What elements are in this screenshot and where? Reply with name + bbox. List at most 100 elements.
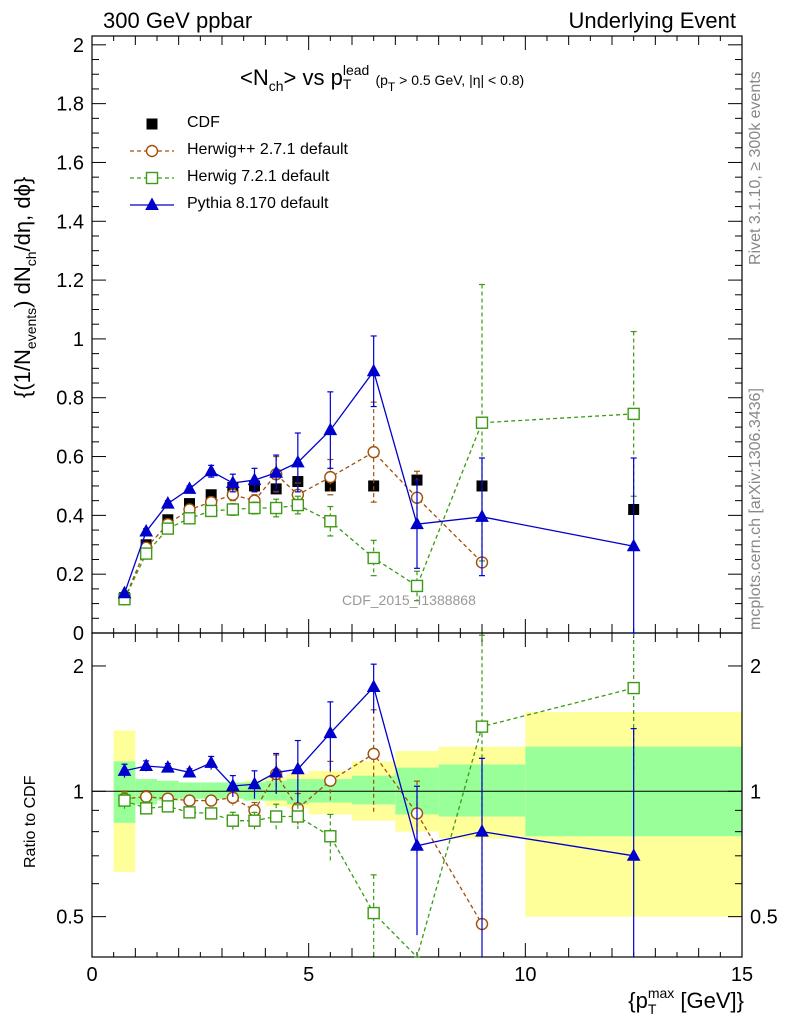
pythia-point xyxy=(366,363,381,377)
pythia-point xyxy=(410,516,424,530)
herwig7-ratio-point xyxy=(269,810,283,823)
xlabel-part: [GeV]} xyxy=(674,988,744,1013)
legend-label-herwig7: Herwig 7.2.1 default xyxy=(187,168,330,185)
mcplots-note: mcplots.cern.ch [arXiv:1306.3436] xyxy=(747,388,764,630)
pythia-point xyxy=(323,422,338,436)
herwig7-point xyxy=(269,501,283,515)
pythia-ratio-point xyxy=(247,776,262,790)
herwig7-point xyxy=(161,522,175,535)
herwigpp-point xyxy=(367,445,380,459)
pythia-ratio-point xyxy=(117,763,132,776)
pythia-point xyxy=(117,585,132,599)
herwig7-ratio-point xyxy=(627,681,640,695)
herwig7-point xyxy=(367,551,380,565)
herwig7-point xyxy=(183,512,196,525)
herwigpp-ratio-point xyxy=(139,790,153,804)
herwig7-ratio-point xyxy=(291,810,305,823)
ratio-band-inner xyxy=(200,782,222,799)
pythia-point xyxy=(160,496,175,509)
legend-marker-herwig7 xyxy=(145,171,159,185)
analysis-watermark: CDF_2015_I1388868 xyxy=(342,592,476,608)
herwig7-ratio-point xyxy=(161,800,175,813)
pythia-point xyxy=(182,481,197,494)
herwigpp-line xyxy=(123,451,483,600)
herwig7-ratio-point xyxy=(204,807,218,820)
ratio-tick-label: 1 xyxy=(750,781,761,803)
pythia-point xyxy=(290,454,305,468)
title-part: T xyxy=(342,76,352,92)
legend-marker-herwigpp xyxy=(145,144,159,158)
herwigpp-ratio-point xyxy=(204,794,218,807)
herwig7-ratio-point xyxy=(248,814,261,827)
ylabel-part: events xyxy=(23,307,39,350)
y-tick-label: 0.8 xyxy=(56,388,84,410)
herwigpp-point xyxy=(324,470,337,484)
pythia-ratio-point xyxy=(323,725,338,739)
pythia-point xyxy=(225,475,240,489)
herwig7-point xyxy=(248,501,261,515)
legend-marker-pythia xyxy=(145,197,159,210)
x-tick-label: 15 xyxy=(731,964,753,986)
herwig7-point xyxy=(475,416,489,429)
herwig7-point xyxy=(204,504,218,518)
legend-label-cdf: CDF xyxy=(187,114,220,131)
pythia-ratio-point xyxy=(290,761,305,775)
y-tick-label: 1.8 xyxy=(56,94,84,116)
ylabel-part: ch xyxy=(23,251,39,267)
herwig7-point xyxy=(226,503,240,516)
title-part: lead xyxy=(342,62,370,78)
pythia-ratio-point xyxy=(182,764,197,778)
title-part: (p xyxy=(375,72,388,88)
ratio-tick-label: 1 xyxy=(73,781,84,803)
y-tick-label: 1.4 xyxy=(56,211,84,233)
herwig7-ratio-point xyxy=(139,802,153,815)
ratio-tick-label: 2 xyxy=(73,656,84,678)
herwigpp-ratio-point xyxy=(367,747,380,761)
pythia-point xyxy=(269,465,284,478)
pythia-ratio-point xyxy=(626,848,641,861)
herwig7-point xyxy=(291,498,305,512)
y-tick-label: 0.2 xyxy=(56,564,84,586)
herwig7-point xyxy=(410,579,424,593)
pythia-point xyxy=(204,463,219,477)
pythia-point xyxy=(139,523,154,537)
ratio-axis-label: Ratio to CDF xyxy=(22,775,39,868)
herwig7-ratio-point xyxy=(183,806,196,819)
pythia-line xyxy=(123,369,634,594)
herwig7-ratio-point xyxy=(324,830,337,843)
legend-marker-cdf xyxy=(146,118,158,130)
pythia-ratio-point xyxy=(160,760,175,773)
y-axis-label: {(1/Nevents) dNch/dη, dϕ} xyxy=(10,177,39,398)
header-right: Underlying Event xyxy=(568,8,736,33)
ratio-band-inner xyxy=(157,780,179,801)
pythia-ratio-point xyxy=(410,838,424,851)
xlabel-part: T xyxy=(647,1001,657,1017)
rivet-note: Rivet 3.1.10, ≥ 300k events xyxy=(747,71,764,265)
legend-label-herwigpp: Herwig++ 2.7.1 default xyxy=(187,141,348,158)
pythia-ratio-point xyxy=(366,679,381,693)
ratio-tick-label: 2 xyxy=(750,656,761,678)
herwig7-ratio-point xyxy=(475,720,489,733)
herwig7-line xyxy=(123,413,634,600)
pythia-ratio-point xyxy=(475,824,489,837)
title-part: <N xyxy=(240,65,269,90)
chart-title: <Nch> vs plead T (pT > 0.5 GeV, |η| < 0.8… xyxy=(240,62,524,94)
herwig7-point xyxy=(324,515,337,528)
y-tick-label: 0.4 xyxy=(56,505,84,527)
herwig7-ratio-point xyxy=(226,814,240,827)
y-tick-label: 1.2 xyxy=(56,270,84,292)
pythia-ratio-point xyxy=(269,764,284,778)
x-tick-label: 10 xyxy=(514,964,536,986)
ratio-tick-label: 0.5 xyxy=(56,907,84,929)
pythia-point xyxy=(247,472,262,486)
pythia-ratio-point xyxy=(139,758,154,772)
herwig7-ratio-point xyxy=(118,794,131,807)
pythia-point xyxy=(626,538,641,552)
ratio-tick-label: 0.5 xyxy=(750,907,778,929)
pythia-ratio-point xyxy=(225,778,240,791)
herwigpp-ratio-point xyxy=(324,774,337,787)
legend-label-pythia: Pythia 8.170 default xyxy=(187,195,329,212)
xlabel-part: {p xyxy=(628,988,648,1013)
y-tick-label: 0.6 xyxy=(56,447,84,469)
